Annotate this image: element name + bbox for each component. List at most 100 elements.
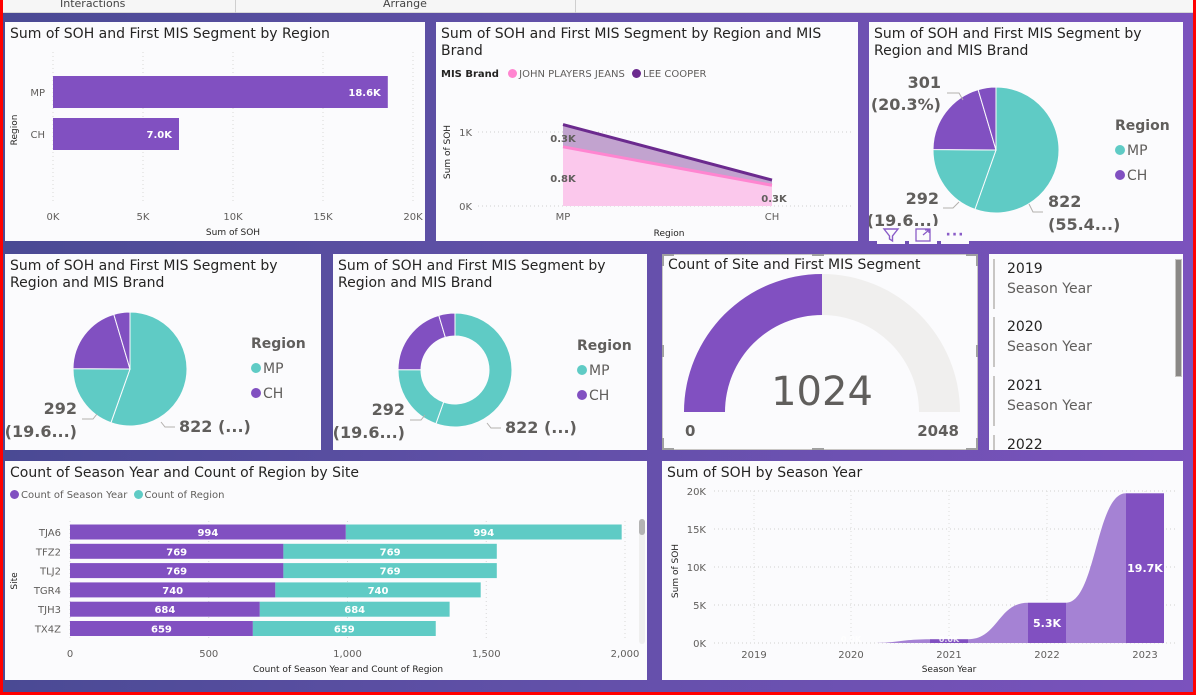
x-tick-label: CH [765,212,780,223]
line-john-players-jeans [562,145,773,187]
chart-scrollbar-thumb[interactable] [639,519,645,535]
data-label: (55.4...) [1048,215,1120,234]
legend-item-mp[interactable]: MP [251,357,306,382]
resize-handle[interactable] [976,254,978,266]
y-tick-label: 20K [687,487,707,498]
visual-title: Sum of SOH and First MIS Segment by Regi… [874,26,1142,59]
x-axis-title: Season Year [922,665,977,675]
x-tick-label: 5K [137,212,150,223]
y-tick-label: 1K [459,128,472,139]
y-tick-label: TLJ2 [39,567,61,578]
x-tick-label: 1,500 [472,649,501,660]
pie-slice-ch-3 [977,86,997,151]
pie-legend: Region MP CH [1115,114,1170,189]
data-label: 0.3K [761,194,788,205]
x-tick-label: 1,000 [333,649,362,660]
slicer-item[interactable]: 2019 Season Year [993,259,1092,309]
leader-line [82,413,98,420]
bar-segment-region [283,543,497,559]
y-tick-label: TJA6 [38,528,61,539]
legend-dot [508,69,518,78]
bar-segment-region [283,563,497,579]
gauge-max-label: 2048 [917,422,959,440]
filter-icon[interactable] [877,226,905,244]
bar-segment-season-year [70,524,346,540]
slicer-item[interactable]: 2021 Season Year [993,376,1092,426]
data-label: 822 (...) [505,418,577,437]
gauge-visual[interactable]: Count of Site and First MIS Segment 1024… [662,254,978,450]
more-options-icon[interactable]: ··· [941,226,969,244]
chart-scrollbar-track[interactable] [639,519,645,644]
resize-handle[interactable] [662,254,664,266]
data-label: 769 [166,567,187,578]
pie-legend: Region MP CH [577,334,632,409]
legend-item-john-players-jeans[interactable]: JOHN PLAYERS JEANS [508,69,625,80]
pie-chart-middle-visual[interactable]: Sum of SOH and First MIS Segment by Regi… [5,254,321,450]
donut-chart-visual[interactable]: Sum of SOH and First MIS Segment by Regi… [333,254,647,450]
legend-item-ch[interactable]: CH [1115,164,1170,189]
x-axis-title: Count of Season Year and Count of Region [253,665,443,675]
pie-slice-mp-1 [932,149,997,211]
resize-handle[interactable] [966,254,978,256]
resize-handle[interactable] [662,345,664,357]
ribbon-tab-arrange[interactable]: Arrange [383,0,427,10]
data-label: 740 [162,586,183,597]
ribbon-connector [1066,493,1126,643]
leader-line [486,422,501,429]
pie-chart-top-visual[interactable]: Sum of SOH and First MIS Segment by Regi… [869,22,1183,241]
slicer-item[interactable]: 2022 [993,435,1043,450]
resize-handle[interactable] [966,448,978,450]
x-tick-label: 2019 [741,650,766,661]
resize-handle[interactable] [812,448,824,450]
x-tick-label: 2022 [1034,650,1059,661]
gauge-fill [684,274,822,412]
resize-handle[interactable] [662,448,674,450]
legend-item-count-of-season-year[interactable]: Count of Season Year [10,490,127,501]
legend-item-ch[interactable]: CH [251,382,306,407]
y-tick-label: CH [30,130,45,141]
area-chart-svg: 1K 0K Sum of SOH Region MP CH 0.8K 0.3K 0.3K [443,123,854,239]
legend-item-count-of-region[interactable]: Count of Region [133,490,224,501]
legend-item-mp[interactable]: MP [577,359,632,384]
data-label: 684 [154,605,175,616]
x-axis-title: Sum of SOH [206,228,260,238]
data-label: (19.6...) [333,423,405,442]
y-axis-title: Region [10,115,20,146]
resize-handle[interactable] [812,254,824,256]
bar-chart-region-visual[interactable]: Sum of SOH and First MIS Segment by Regi… [5,22,425,241]
report-canvas: Interactions Arrange Sum of SOH and Firs… [3,0,1193,692]
season-year-slicer[interactable]: 2019 Season Year 2020 Season Year 2021 Seas… [989,254,1183,450]
ribbon-chart-season-year-visual[interactable]: Sum of SOH by Season Year 0K 5K 10K 15K 20K S… [662,461,1183,680]
ribbon-tab-interactions[interactable]: Interactions [60,0,126,10]
visual-title: Sum of SOH and First MIS Segment by Regi… [10,258,278,291]
data-label: (19.6...) [869,211,939,230]
legend-item-ch[interactable]: CH [577,384,632,409]
legend-item-lee-cooper[interactable]: LEE COOPER [632,69,706,80]
area-chart-brand-visual[interactable]: Sum of SOH and First MIS Segment by Regi… [436,22,858,241]
resize-handle[interactable] [976,438,978,450]
pie-slice-ch-2 [72,313,131,370]
stacked-bar-svg: 0 500 1,000 1,500 2,000 Count of Season Year … [10,521,639,675]
resize-handle[interactable] [662,438,664,450]
slicer-scrollbar[interactable] [1175,259,1182,377]
data-label: 19.7K [1127,562,1163,575]
leader-line [943,201,960,209]
y-tick-label: TGR4 [33,586,61,597]
x-tick-label: 10K [223,212,243,223]
focus-mode-icon[interactable] [909,226,937,244]
legend-item-mp[interactable]: MP [1115,139,1170,164]
x-axis-title: Region [654,229,685,239]
visual-title: Sum of SOH and First MIS Segment by Regi… [441,26,822,59]
chart-legend: MIS Brand JOHN PLAYERS JEANS LEE COOPER [441,69,707,80]
x-tick-label: 2021 [936,650,961,661]
resize-handle[interactable] [976,345,978,357]
stacked-bar-site-visual[interactable]: Count of Season Year and Count of Region… [5,461,647,680]
resize-handle[interactable] [662,254,674,256]
visual-title: Sum of SOH and First MIS Segment by Regi… [338,258,606,291]
x-tick-label: 500 [199,649,218,660]
legend-dot [632,69,642,78]
slicer-item[interactable]: 2020 Season Year [993,317,1092,367]
data-label: 740 [368,586,389,597]
data-label: 659 [334,625,355,636]
bar-2023 [1126,493,1164,643]
